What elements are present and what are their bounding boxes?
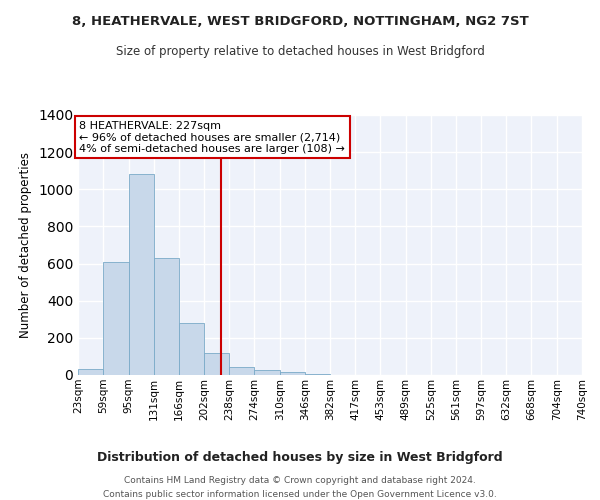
Bar [128, 174, 154, 375]
Bar [204, 352, 229, 375]
Bar [229, 366, 254, 375]
Text: Distribution of detached houses by size in West Bridgford: Distribution of detached houses by size … [97, 451, 503, 464]
Text: Contains HM Land Registry data © Crown copyright and database right 2024.
Contai: Contains HM Land Registry data © Crown c… [103, 476, 497, 498]
Bar [154, 258, 179, 375]
Bar [179, 323, 204, 375]
Text: 8, HEATHERVALE, WEST BRIDGFORD, NOTTINGHAM, NG2 7ST: 8, HEATHERVALE, WEST BRIDGFORD, NOTTINGH… [71, 15, 529, 28]
Y-axis label: Number of detached properties: Number of detached properties [19, 152, 32, 338]
Bar [305, 374, 331, 375]
Text: Size of property relative to detached houses in West Bridgford: Size of property relative to detached ho… [116, 45, 484, 58]
Text: 8 HEATHERVALE: 227sqm
← 96% of detached houses are smaller (2,714)
4% of semi-de: 8 HEATHERVALE: 227sqm ← 96% of detached … [79, 120, 345, 154]
Bar [280, 372, 305, 375]
Bar [78, 370, 103, 375]
Bar [254, 370, 280, 375]
Bar [103, 262, 128, 375]
